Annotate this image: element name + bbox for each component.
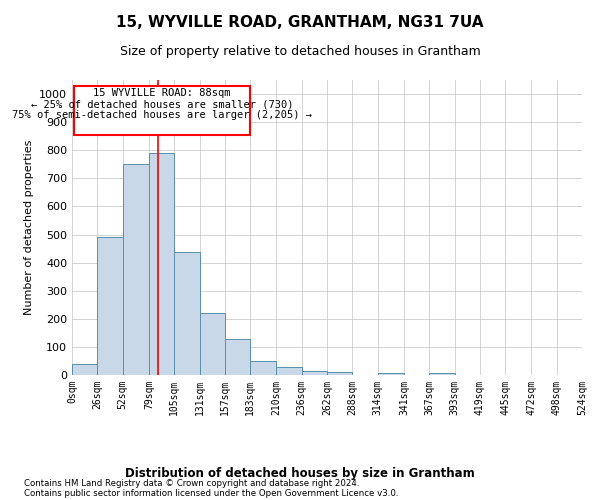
Text: 15, WYVILLE ROAD, GRANTHAM, NG31 7UA: 15, WYVILLE ROAD, GRANTHAM, NG31 7UA bbox=[116, 15, 484, 30]
Bar bbox=[277, 368, 302, 375]
Bar bbox=[72, 364, 97, 375]
Bar bbox=[122, 164, 149, 375]
Y-axis label: Number of detached properties: Number of detached properties bbox=[23, 140, 34, 315]
FancyBboxPatch shape bbox=[74, 86, 250, 135]
Text: ← 25% of detached houses are smaller (730): ← 25% of detached houses are smaller (73… bbox=[31, 99, 293, 109]
Bar bbox=[302, 371, 327, 375]
Bar bbox=[327, 372, 352, 375]
Text: Size of property relative to detached houses in Grantham: Size of property relative to detached ho… bbox=[119, 45, 481, 58]
Bar bbox=[250, 361, 277, 375]
Bar bbox=[174, 252, 200, 375]
Text: Contains HM Land Registry data © Crown copyright and database right 2024.: Contains HM Land Registry data © Crown c… bbox=[24, 478, 359, 488]
Text: 15 WYVILLE ROAD: 88sqm: 15 WYVILLE ROAD: 88sqm bbox=[93, 88, 231, 99]
Text: Contains public sector information licensed under the Open Government Licence v3: Contains public sector information licen… bbox=[24, 488, 398, 498]
Bar bbox=[97, 238, 122, 375]
Bar bbox=[225, 339, 250, 375]
Bar bbox=[377, 373, 404, 375]
Bar bbox=[429, 373, 455, 375]
Bar bbox=[199, 312, 225, 375]
Bar bbox=[149, 153, 174, 375]
Text: 75% of semi-detached houses are larger (2,205) →: 75% of semi-detached houses are larger (… bbox=[12, 110, 312, 120]
Text: Distribution of detached houses by size in Grantham: Distribution of detached houses by size … bbox=[125, 468, 475, 480]
